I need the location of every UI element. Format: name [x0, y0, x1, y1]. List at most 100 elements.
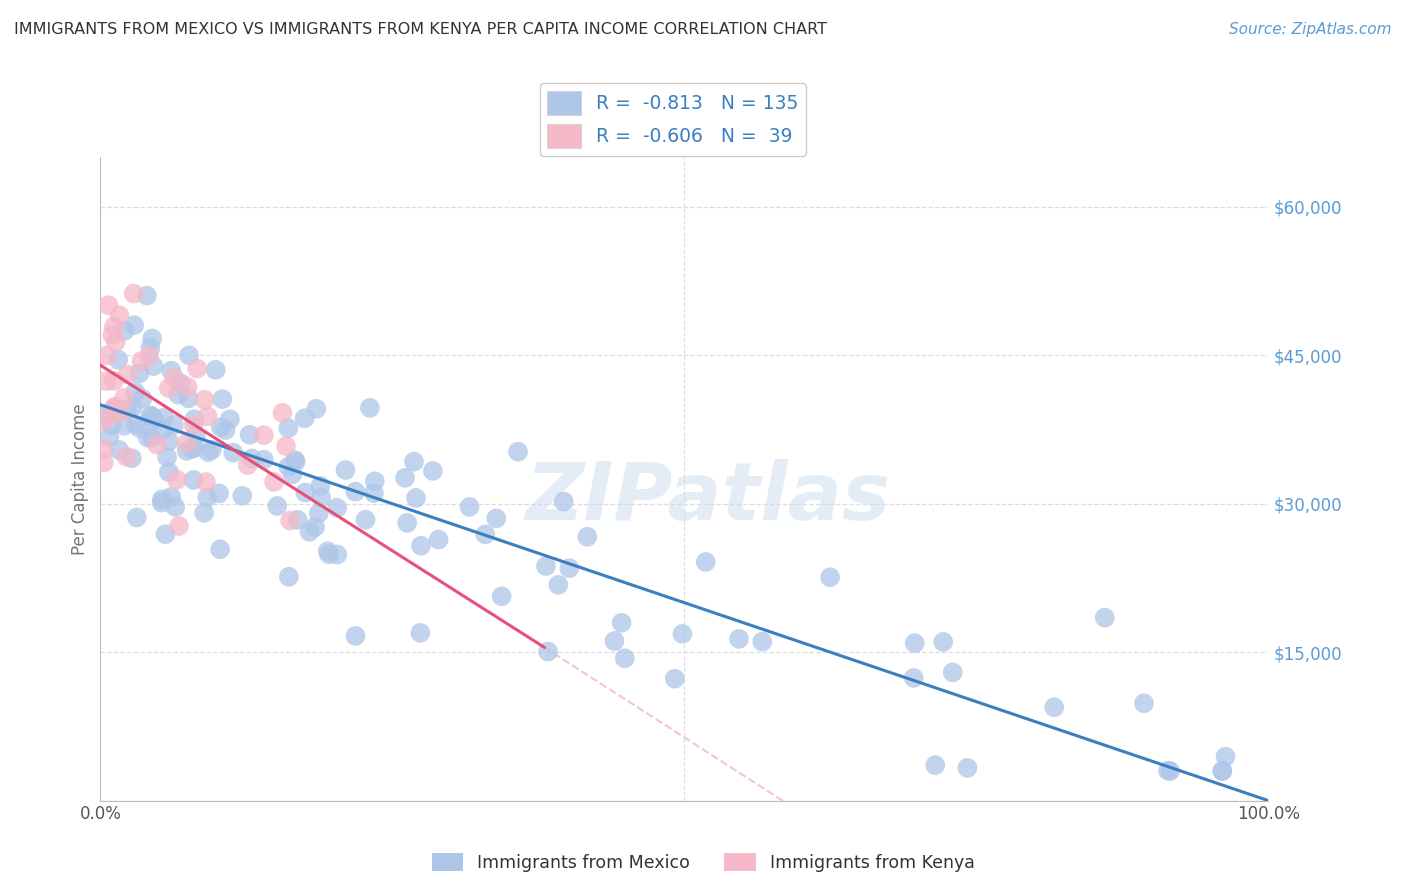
Point [751, 634, 773, 648]
Point [409, 539, 432, 553]
Point [103, 401, 125, 415]
Point [1211, 764, 1233, 778]
Point [316, 544, 339, 558]
Point [183, 412, 205, 426]
Point [166, 473, 188, 487]
Point [344, 484, 367, 499]
Point [176, 443, 198, 458]
Point [904, 636, 927, 650]
Point [150, 492, 173, 507]
Point [93, 456, 115, 470]
Point [266, 499, 288, 513]
Point [304, 520, 326, 534]
Point [394, 471, 416, 485]
Point [396, 516, 419, 530]
Point [1211, 764, 1233, 778]
Point [558, 561, 581, 575]
Point [422, 464, 444, 478]
Point [294, 485, 316, 500]
Point [125, 510, 148, 524]
Point [211, 392, 233, 406]
Point [186, 361, 208, 376]
Point [139, 409, 162, 423]
Point [197, 445, 219, 459]
Point [253, 452, 276, 467]
Point [121, 400, 143, 414]
Point [141, 331, 163, 345]
Point [163, 370, 186, 384]
Point [474, 527, 496, 541]
Point [183, 418, 205, 433]
Point [152, 423, 174, 437]
Point [135, 288, 157, 302]
Legend: R =  -0.813   N = 135, R =  -0.606   N =  39: R = -0.813 N = 135, R = -0.606 N = 39 [540, 83, 806, 156]
Point [94, 407, 117, 421]
Point [576, 530, 599, 544]
Point [222, 445, 245, 459]
Point [344, 629, 367, 643]
Point [309, 479, 332, 493]
Point [240, 451, 263, 466]
Point [146, 438, 169, 452]
Point [157, 381, 180, 395]
Point [818, 570, 841, 584]
Point [219, 412, 242, 426]
Point [128, 366, 150, 380]
Point [271, 406, 294, 420]
Text: Source: ZipAtlas.com: Source: ZipAtlas.com [1229, 22, 1392, 37]
Point [204, 363, 226, 377]
Y-axis label: Per Capita Income: Per Capita Income [72, 403, 89, 555]
Text: IMMIGRANTS FROM MEXICO VS IMMIGRANTS FROM KENYA PER CAPITA INCOME CORRELATION CH: IMMIGRANTS FROM MEXICO VS IMMIGRANTS FRO… [14, 22, 827, 37]
Point [208, 486, 231, 500]
Point [93, 442, 115, 457]
Point [1133, 696, 1156, 710]
Point [101, 407, 124, 421]
Point [142, 359, 165, 373]
Point [156, 450, 179, 465]
Point [278, 514, 301, 528]
Point [170, 376, 193, 391]
Point [157, 434, 180, 449]
Point [305, 401, 328, 416]
Point [165, 500, 187, 514]
Point [1043, 700, 1066, 714]
Point [728, 632, 751, 646]
Point [613, 651, 636, 665]
Point [924, 758, 946, 772]
Point [534, 559, 557, 574]
Point [125, 417, 148, 432]
Point [326, 548, 349, 562]
Point [209, 420, 232, 434]
Point [183, 441, 205, 455]
Point [695, 555, 717, 569]
Point [176, 436, 198, 450]
Point [101, 327, 124, 342]
Point [942, 665, 965, 680]
Point [671, 627, 693, 641]
Point [141, 431, 163, 445]
Point [122, 286, 145, 301]
Point [603, 634, 626, 648]
Point [195, 491, 218, 505]
Point [96, 374, 118, 388]
Point [103, 374, 125, 388]
Point [131, 392, 153, 406]
Point [136, 431, 159, 445]
Point [274, 439, 297, 453]
Point [184, 429, 207, 443]
Point [112, 391, 135, 405]
Point [277, 421, 299, 435]
Point [506, 444, 529, 458]
Point [138, 349, 160, 363]
Point [318, 547, 340, 561]
Legend: Immigrants from Mexico, Immigrants from Kenya: Immigrants from Mexico, Immigrants from … [425, 847, 981, 879]
Point [139, 341, 162, 355]
Point [153, 410, 176, 425]
Point [177, 392, 200, 406]
Point [485, 511, 508, 525]
Point [194, 475, 217, 489]
Point [547, 578, 569, 592]
Point [131, 354, 153, 368]
Point [284, 455, 307, 469]
Point [287, 513, 309, 527]
